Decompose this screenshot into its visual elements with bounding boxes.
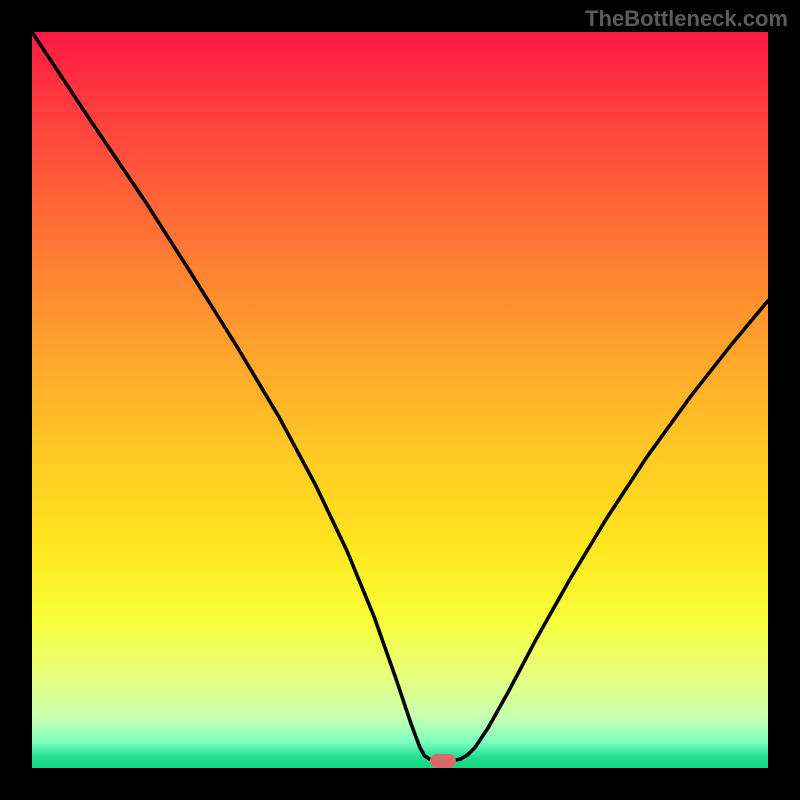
chart-stage: TheBottleneck.com bbox=[0, 0, 800, 800]
plot-area bbox=[32, 32, 768, 768]
bottleneck-marker bbox=[430, 754, 456, 768]
watermark-text: TheBottleneck.com bbox=[585, 6, 788, 32]
bottleneck-curve bbox=[32, 32, 768, 768]
curve-path bbox=[32, 32, 768, 761]
